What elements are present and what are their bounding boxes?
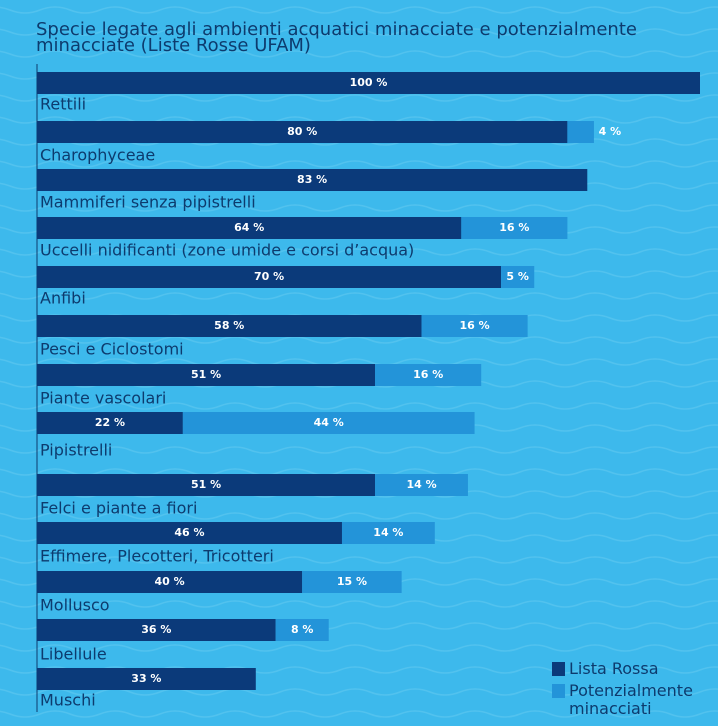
value-label: 64 % [234, 221, 264, 234]
value-label: 80 % [287, 125, 317, 138]
legend-swatch [552, 662, 565, 676]
chart-title: Specie legate agli ambienti acquatici mi… [36, 19, 637, 56]
legend: Lista Rossa Potenzialmente minacciati [552, 660, 718, 722]
bar-segment [37, 364, 376, 386]
bar-segment [275, 619, 329, 641]
bar-segment [302, 571, 402, 593]
category-label: Pesci e Ciclostomi [40, 340, 184, 359]
bar-segment [341, 522, 435, 544]
value-label: 14 % [373, 526, 403, 539]
legend-label: Potenzialmente minacciati [569, 681, 693, 718]
bar-segment [421, 315, 528, 337]
value-label: 4 % [599, 125, 622, 138]
wave [0, 402, 718, 410]
bar-segment [37, 315, 422, 337]
wave [0, 710, 718, 718]
category-label: Uccelli nidificanti (zone umide e corsi … [40, 241, 414, 260]
value-label: 83 % [297, 173, 327, 186]
bar-segment [37, 169, 588, 191]
value-label: 15 % [337, 575, 367, 588]
category-label: Felci e piante a fiori [40, 499, 197, 518]
category-label: Anfibi [40, 289, 86, 308]
value-label: 16 % [459, 319, 489, 332]
value-label: 46 % [174, 526, 204, 539]
legend-label: Lista Rossa [569, 659, 659, 678]
bar-segment [37, 474, 376, 496]
category-label: Pipistrelli [40, 441, 112, 460]
wave [0, 28, 718, 36]
value-label: 44 % [314, 416, 344, 429]
value-label: 5 % [506, 270, 529, 283]
value-label: 51 % [191, 368, 221, 381]
value-label: 40 % [155, 575, 185, 588]
bar-segment [501, 266, 535, 288]
legend-swatch [552, 684, 565, 698]
bar-segment [37, 412, 183, 434]
value-label: 70 % [254, 270, 284, 283]
value-label: 14 % [406, 478, 436, 491]
wave [0, 336, 718, 344]
wave [0, 94, 718, 102]
value-label: 58 % [214, 319, 244, 332]
value-label: 16 % [413, 368, 443, 381]
bar-segment [37, 121, 568, 143]
bar-segment [182, 412, 475, 434]
legend-item: Lista Rossa [552, 660, 718, 678]
wave [0, 50, 718, 58]
value-label: 100 % [350, 76, 388, 89]
value-label: 8 % [291, 623, 314, 636]
wave [0, 160, 718, 168]
wave [0, 358, 718, 366]
category-label: Charophyceae [40, 146, 155, 165]
category-label: Piante vascolari [40, 389, 166, 408]
category-label: Rettili [40, 95, 86, 114]
category-label: Mammiferi senza pipistrelli [40, 193, 256, 212]
bar-segment [567, 121, 594, 143]
value-label: 36 % [141, 623, 171, 636]
value-label: 33 % [131, 672, 161, 685]
wave [0, 6, 718, 14]
bar-segment [37, 72, 700, 94]
wave [0, 600, 718, 608]
bar-segment [461, 217, 568, 239]
bar-segment [37, 619, 276, 641]
category-label: Mollusco [40, 596, 110, 615]
category-label: Libellule [40, 645, 107, 664]
wave [0, 556, 718, 564]
bar-segment [37, 266, 502, 288]
value-label: 51 % [191, 478, 221, 491]
wave [0, 204, 718, 212]
category-label: Effimere, Plecotteri, Tricotteri [40, 547, 274, 566]
bar-segment [375, 364, 482, 386]
bar-segment [37, 571, 303, 593]
bar-segment [37, 668, 256, 690]
bar-segment [375, 474, 468, 496]
wave [0, 292, 718, 300]
wave [0, 512, 718, 520]
category-label: Muschi [40, 691, 96, 710]
bar-segment [37, 217, 462, 239]
wave [0, 116, 718, 124]
wave [0, 666, 718, 674]
legend-item: Potenzialmente minacciati [552, 682, 718, 718]
wave [0, 468, 718, 476]
bar-segment [37, 522, 342, 544]
value-label: 16 % [499, 221, 529, 234]
value-label: 22 % [95, 416, 125, 429]
wave [0, 248, 718, 256]
wave [0, 644, 718, 652]
wave [0, 446, 718, 454]
